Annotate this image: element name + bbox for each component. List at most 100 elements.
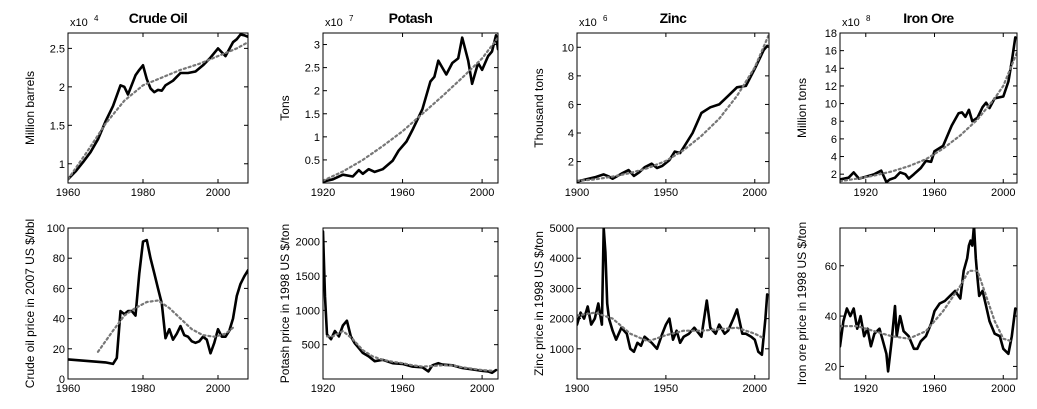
iron-ore-production-xtick-label: 1960 [922,187,946,199]
iron-ore-price-xtick-label: 1960 [922,383,946,395]
zinc-price-xtick-label: 2000 [743,383,767,395]
zinc-production-ytick-label: 2 [568,157,574,169]
potash-price-xtick-label: 1920 [311,383,335,395]
crude-oil-production-ytick-label: 2.5 [50,43,65,55]
iron-ore-production-multiplier: x10 [842,17,860,29]
crude-oil-price-xtick-label: 2000 [206,383,230,395]
iron-ore-price-ytick-label: 20 [825,361,837,373]
iron-ore-production-multiplier-exponent: 8 [866,14,871,23]
zinc-production-axes-box [576,32,770,184]
potash-price-xtick-label: 2000 [470,383,494,395]
potash-production-panel: 1920 1960 2000 0.5 1 1.5 2 2.5 3 Tons Potash x10 7 [278,10,499,199]
zinc-production-ytick-label: 10 [562,42,574,54]
iron-ore-production-ytick-label: 4 [831,152,837,164]
iron-ore-production-xtick-label: 2000 [991,187,1015,199]
crude-oil-production-series-trend [68,41,248,181]
zinc-price-ytick-label: 4000 [550,253,574,265]
potash-production-title: Potash [389,10,433,26]
zinc-price-ytick-label: 5000 [550,223,574,235]
crude-oil-price-axes-box [67,227,249,380]
iron-ore-price-ytick-label: 60 [825,261,837,273]
crude-oil-production-ytick-label: 1.5 [50,120,65,132]
iron-ore-production-axes-box [839,32,1018,184]
potash-price-axes-box [322,227,499,380]
potash-price-series-trend [325,329,494,372]
crude-oil-production-ytick-label: 2 [59,82,65,94]
potash-production-xtick-label: 2000 [470,187,494,199]
crude-oil-price-ytick-label: 100 [47,223,65,235]
iron-ore-price-axes-box [839,227,1018,380]
crude-oil-production-xtick-label: 2000 [206,187,230,199]
iron-ore-production-ytick-label: 10 [825,99,837,111]
iron-ore-production-ytick-label: 14 [825,63,837,75]
potash-price-panel: 1920 1960 2000 500 1000 1500 2000 Potash price … [278,224,499,395]
potash-production-axes-box [322,32,499,184]
crude-oil-price-xtick-label: 1980 [131,383,155,395]
zinc-price-ytick-label: 2000 [550,314,574,326]
crude-oil-production-title: Crude Oil [129,10,188,26]
zinc-price-panel: 1900 1950 2000 1000 2000 3000 4000 5000 Zinc pri… [532,223,770,395]
potash-production-xtick-label: 1960 [390,187,414,199]
zinc-production-xtick-label: 1900 [565,187,589,199]
crude-oil-production-multiplier-exponent: 4 [94,14,99,23]
iron-ore-price-series-actual [840,228,1017,373]
potash-production-ylabel: Tons [278,95,292,120]
potash-production-ytick-label: 2.5 [305,63,320,75]
iron-ore-price-ytick-label: 40 [825,311,837,323]
crude-oil-production-ylabel: Million barrels [23,71,37,145]
crude-oil-price-panel: 1960 1980 2000 0 20 40 60 80 100 Crude oil price … [23,219,249,395]
iron-ore-production-series-trend [840,51,1017,183]
crude-oil-production-panel: 1960 1980 2000 1 1.5 2 2.5 Million barrels Crude… [23,10,249,199]
zinc-price-ytick-label: 3000 [550,283,574,295]
iron-ore-production-ytick-label: 8 [831,116,837,128]
zinc-production-ylabel: Thousand tons [532,68,546,147]
potash-price-xtick-label: 1960 [390,383,414,395]
crude-oil-price-ytick-label: 0 [59,374,65,386]
crude-oil-production-xtick-label: 1980 [131,187,155,199]
iron-ore-production-ytick-label: 16 [825,46,837,58]
zinc-production-multiplier: x10 [579,17,597,29]
crude-oil-price-ylabel: Crude oil price in 2007 US $/bbl [23,219,37,388]
potash-production-xtick-label: 1920 [311,187,335,199]
iron-ore-production-xtick-label: 1920 [854,187,878,199]
iron-ore-production-ytick-label: 2 [831,169,837,181]
crude-oil-price-ytick-label: 60 [53,283,65,295]
crude-oil-price-series-actual [68,238,248,366]
crude-oil-price-ytick-label: 80 [53,253,65,265]
potash-production-ytick-label: 1 [314,132,320,144]
zinc-production-multiplier-exponent: 6 [603,14,608,23]
iron-ore-price-series-trend [840,269,1013,343]
potash-price-ylabel: Potash price in 1998 US $/ton [278,224,292,383]
iron-ore-price-xtick-label: 1920 [854,383,878,395]
iron-ore-production-title: Iron Ore [903,10,954,26]
iron-ore-price-ylabel: Iron ore price in 1998 US $/ton [795,222,809,385]
crude-oil-production-series-actual [68,33,248,181]
crude-oil-price-ytick-label: 40 [53,314,65,326]
zinc-price-axes-box [576,227,770,380]
zinc-price-xtick-label: 1950 [654,383,678,395]
potash-production-ytick-label: 2 [314,86,320,98]
zinc-production-xtick-label: 1950 [654,187,678,199]
potash-price-ytick-label: 2000 [296,237,320,249]
potash-production-multiplier: x10 [325,17,343,29]
zinc-production-series-trend [577,33,769,182]
potash-production-ytick-label: 3 [314,40,320,52]
potash-production-ytick-label: 1.5 [305,109,320,121]
iron-ore-production-ytick-label: 18 [825,28,837,40]
potash-production-series-actual [323,33,498,183]
zinc-production-ytick-label: 4 [568,128,574,140]
zinc-production-ytick-label: 6 [568,99,574,111]
zinc-production-panel: 1900 1950 2000 2 4 6 8 10 Thousand tons Zinc x10 6 [532,10,770,199]
zinc-price-series-actual [577,228,769,357]
zinc-production-ytick-label: 8 [568,71,574,83]
potash-price-series-actual [323,230,498,375]
iron-ore-production-ytick-label: 12 [825,81,837,93]
crude-oil-production-ytick-label: 1 [59,159,65,171]
zinc-price-series-trend [577,311,765,343]
crude-oil-price-ytick-label: 20 [53,344,65,356]
iron-ore-production-ytick-label: 6 [831,134,837,146]
zinc-price-ylabel: Zinc price in 1998 US $/ton [532,231,546,376]
zinc-price-xtick-label: 1900 [565,383,589,395]
